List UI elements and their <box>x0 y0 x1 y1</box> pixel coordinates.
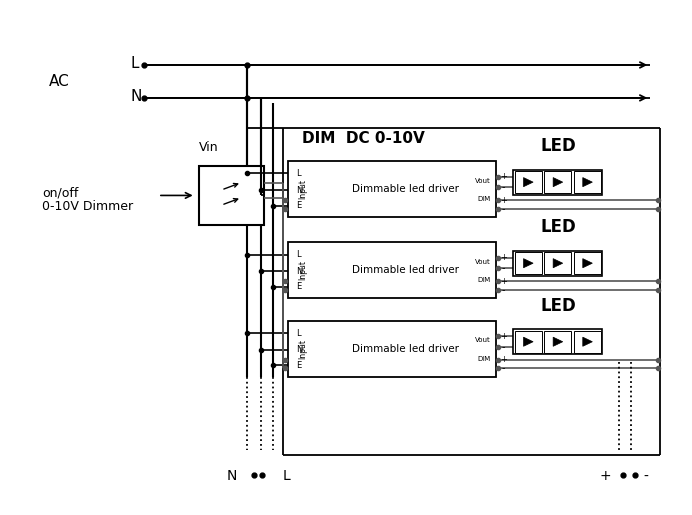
Text: E: E <box>296 201 301 210</box>
Text: DIM: DIM <box>477 356 491 362</box>
Polygon shape <box>524 337 533 346</box>
Bar <box>513 251 602 276</box>
Bar <box>288 242 496 298</box>
Bar <box>574 171 601 193</box>
Text: +: + <box>600 469 612 484</box>
Text: N: N <box>227 469 237 484</box>
Text: E: E <box>296 282 301 291</box>
Text: Input: Input <box>298 179 307 199</box>
Text: L: L <box>282 469 291 484</box>
Text: +: + <box>500 277 507 286</box>
Polygon shape <box>524 259 533 268</box>
Text: Vin: Vin <box>199 141 219 153</box>
Text: -: - <box>502 342 505 352</box>
Polygon shape <box>583 337 592 346</box>
Polygon shape <box>553 337 563 346</box>
Polygon shape <box>553 178 563 187</box>
Text: Dimmable led driver: Dimmable led driver <box>352 265 459 275</box>
Text: N: N <box>296 267 302 276</box>
Bar <box>545 331 572 353</box>
Bar <box>545 252 572 274</box>
Text: +: + <box>500 253 507 263</box>
Text: -: - <box>502 363 505 373</box>
Text: Dimmable led driver: Dimmable led driver <box>352 344 459 354</box>
Text: L: L <box>296 169 301 178</box>
Text: -: - <box>502 203 505 214</box>
Text: +: + <box>500 196 507 205</box>
Text: Dimmable led driver: Dimmable led driver <box>352 184 459 194</box>
Bar <box>199 166 264 225</box>
Text: LED: LED <box>540 137 576 155</box>
Bar <box>288 161 496 217</box>
Bar <box>545 171 572 193</box>
Text: DIM  DC 0-10V: DIM DC 0-10V <box>302 131 424 146</box>
Text: Input: Input <box>298 339 307 359</box>
Bar <box>574 252 601 274</box>
Text: +: + <box>500 332 507 341</box>
Text: Vout: Vout <box>475 178 491 184</box>
Text: LED: LED <box>540 297 576 315</box>
Text: L: L <box>131 56 139 71</box>
Bar <box>574 331 601 353</box>
Text: -: - <box>644 469 648 484</box>
Text: on/off: on/off <box>42 186 78 199</box>
Text: N: N <box>131 89 142 104</box>
Polygon shape <box>524 178 533 187</box>
Polygon shape <box>583 178 592 187</box>
Bar <box>288 321 496 376</box>
Bar <box>513 330 602 354</box>
Text: Input: Input <box>298 260 307 280</box>
Bar <box>515 331 542 353</box>
Bar <box>515 171 542 193</box>
Text: +: + <box>500 173 507 181</box>
Text: DIM: DIM <box>477 277 491 283</box>
Bar <box>515 252 542 274</box>
Bar <box>513 170 602 195</box>
Text: LED: LED <box>540 218 576 236</box>
Text: DIM: DIM <box>477 196 491 202</box>
Text: L: L <box>296 329 301 338</box>
Text: 0-10V Dimmer: 0-10V Dimmer <box>42 200 133 213</box>
Text: -: - <box>502 285 505 295</box>
Text: AC: AC <box>48 74 69 89</box>
Text: +: + <box>500 355 507 364</box>
Polygon shape <box>553 259 563 268</box>
Text: Vout: Vout <box>475 259 491 265</box>
Polygon shape <box>583 259 592 268</box>
Text: -: - <box>502 264 505 273</box>
Text: E: E <box>296 361 301 370</box>
Text: N: N <box>296 346 302 354</box>
Text: -: - <box>502 182 505 193</box>
Text: L: L <box>296 250 301 259</box>
Text: Vout: Vout <box>475 337 491 343</box>
Text: N: N <box>296 186 302 195</box>
